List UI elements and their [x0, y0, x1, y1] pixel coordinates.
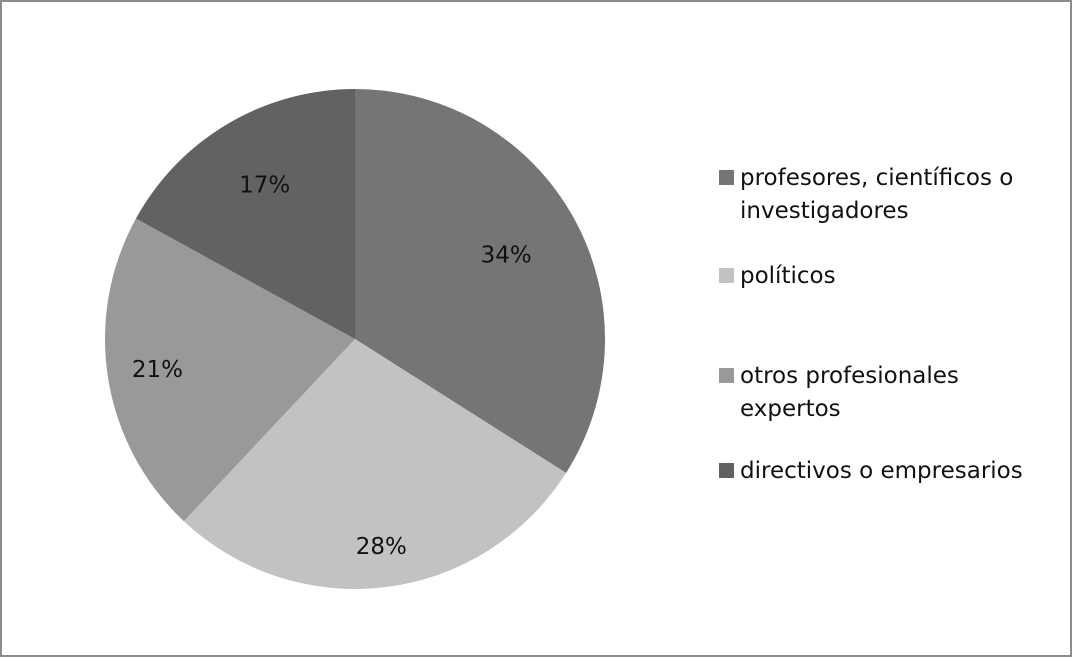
pie-slice-otros — [105, 218, 356, 522]
legend-swatch-profesores — [719, 170, 734, 185]
slice-label-politicos: 28% — [356, 534, 407, 560]
legend-swatch-directivos — [719, 463, 734, 478]
legend-label-directivos: directivos o empresarios — [740, 458, 1023, 484]
legend-item-politicos: políticos — [719, 260, 1059, 293]
pie-slice-profesores — [355, 89, 605, 473]
legend-swatch-otros — [719, 368, 734, 383]
legend-label-politicos: políticos — [740, 263, 836, 289]
legend-item-otros: otros profesionales expertos — [719, 360, 1059, 426]
slice-label-otros: 21% — [132, 357, 183, 383]
legend-swatch-politicos — [719, 268, 734, 283]
legend-item-profesores: profesores, científicos o investigadores — [719, 162, 1059, 228]
legend-item-directivos: directivos o empresarios — [719, 455, 1059, 488]
slice-label-directivos: 17% — [239, 173, 290, 199]
pie-slice-politicos — [183, 339, 567, 590]
legend-label-otros: otros profesionales expertos — [740, 363, 959, 422]
slice-label-profesores: 34% — [481, 242, 532, 268]
legend-label-profesores: profesores, científicos o investigadores — [740, 165, 1014, 224]
pie-slice-directivos — [135, 89, 355, 339]
